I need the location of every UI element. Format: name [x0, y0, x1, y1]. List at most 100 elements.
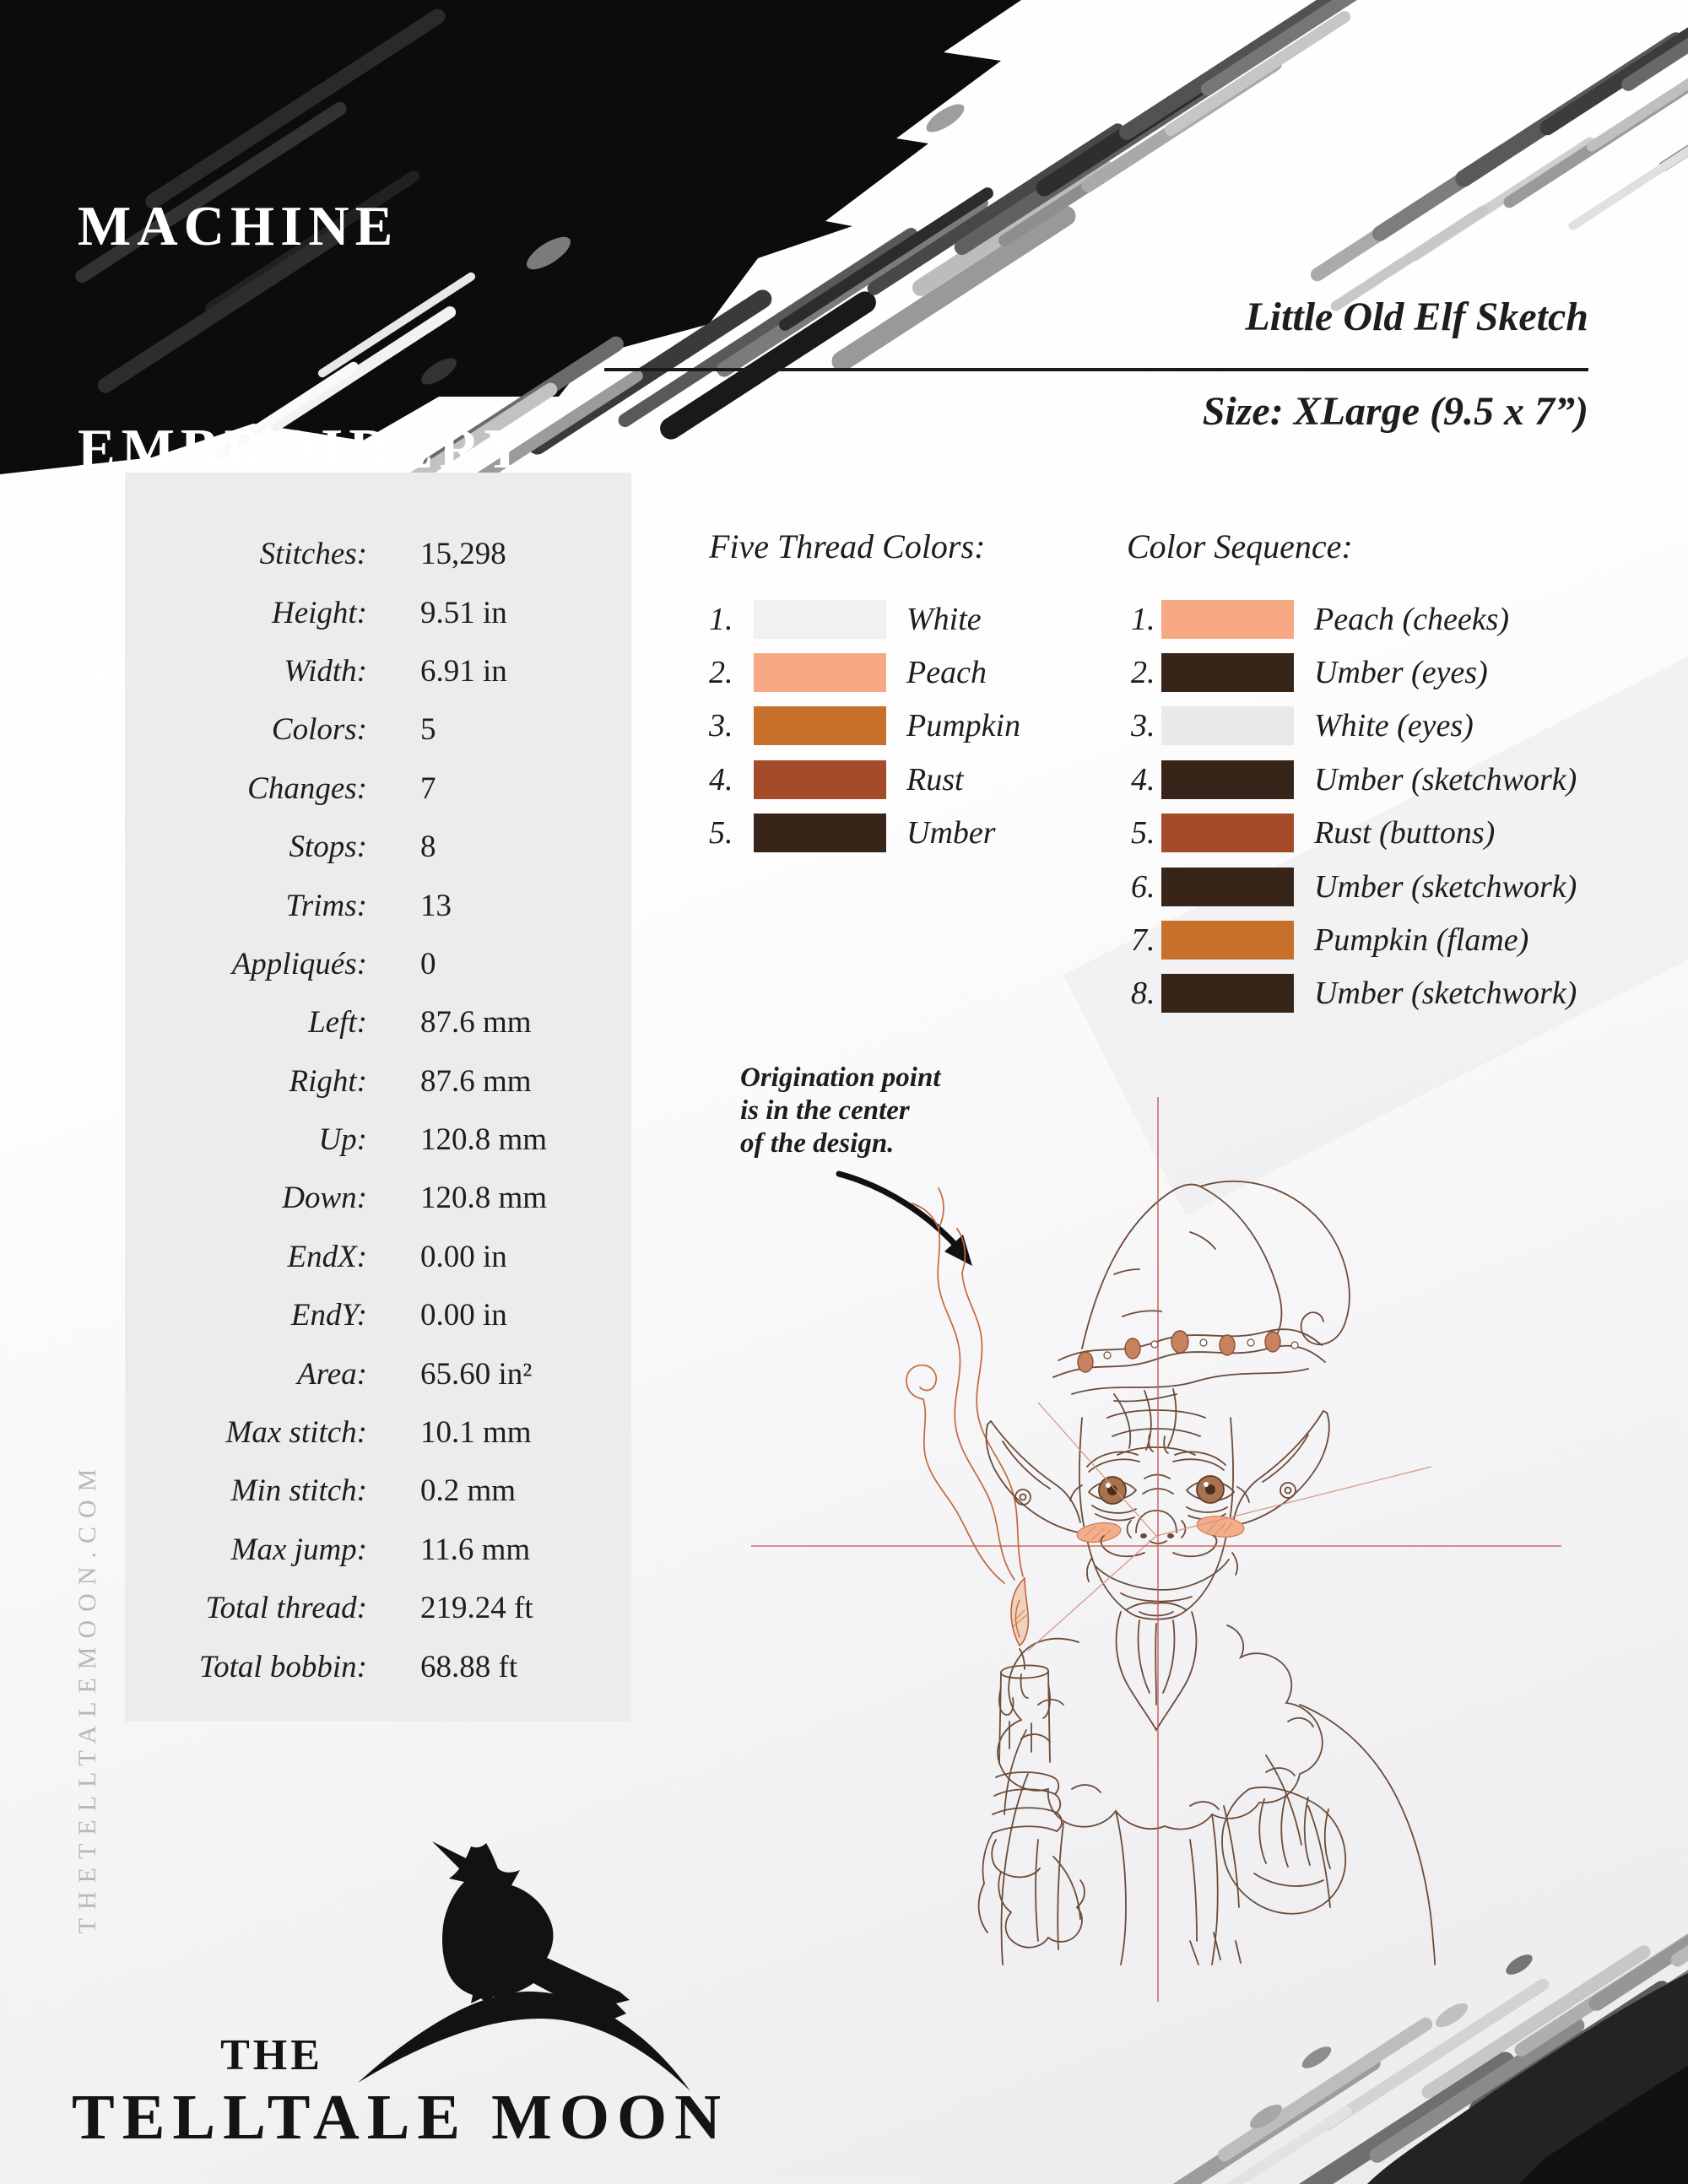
color-swatch: [1161, 760, 1294, 799]
stat-label: Total bobbin:: [198, 1649, 367, 1684]
stat-label: EndY:: [290, 1298, 367, 1333]
stat-row: Up: 120.8 mm: [125, 1111, 631, 1169]
elf-line-art: [977, 1180, 1436, 1965]
stat-row: Min stitch: 0.2 mm: [125, 1462, 631, 1520]
stat-value: 120.8 mm: [420, 1181, 548, 1216]
stat-row: Stitches: 15,298: [125, 525, 631, 583]
thread-color-item: 5. Umber: [709, 807, 1020, 860]
stat-value: 5: [420, 712, 436, 748]
color-swatch: [1161, 706, 1294, 746]
stat-value: 0.00 in: [420, 1239, 507, 1274]
sequence-item: 8. Umber (sketchwork): [1131, 967, 1577, 1020]
design-name: Little Old Elf Sketch: [1245, 295, 1588, 339]
stat-row: Colors: 5: [125, 700, 631, 759]
thread-colors-heading: Five Thread Colors:: [709, 527, 986, 565]
corner-brush-art: [1151, 1841, 1688, 2184]
stat-row: Trims: 13: [125, 876, 631, 934]
origination-note-line: of the design.: [740, 1128, 895, 1159]
stat-value: 8: [420, 830, 436, 865]
stat-label: Stops:: [289, 830, 368, 865]
stat-value: 219.24 ft: [420, 1591, 533, 1626]
item-number: 8.: [1131, 976, 1155, 1012]
color-name: Rust: [906, 761, 964, 797]
color-swatch: [1161, 974, 1294, 1014]
color-name: Umber (eyes): [1314, 655, 1488, 691]
stat-row: Down: 120.8 mm: [125, 1169, 631, 1227]
color-swatch: [754, 599, 886, 639]
stat-row: Stops: 8: [125, 818, 631, 876]
sequence-item: 7. Pumpkin (flame): [1131, 913, 1577, 966]
stat-row: Total thread: 219.24 ft: [125, 1579, 631, 1637]
color-name: Peach (cheeks): [1314, 601, 1510, 637]
stat-value: 87.6 mm: [420, 1005, 532, 1041]
color-swatch: [754, 814, 886, 853]
origination-note-line: Origination point: [740, 1062, 941, 1093]
item-number: 2.: [1131, 655, 1155, 691]
sequence-item: 1. Peach (cheeks): [1131, 592, 1577, 646]
color-swatch: [1161, 814, 1294, 853]
thread-color-item: 3. Pumpkin: [709, 700, 1020, 753]
item-number: 5.: [709, 815, 733, 851]
page-title-line: EMBROIDERY: [78, 418, 531, 480]
brush-strokes-top-right: [1310, 0, 1688, 311]
stat-value: 0: [420, 946, 436, 981]
color-name: Umber (sketchwork): [1314, 868, 1577, 905]
stat-label: Total thread:: [205, 1591, 367, 1626]
stat-value: 0.2 mm: [420, 1473, 517, 1509]
color-swatch: [1161, 921, 1294, 960]
stat-value: 120.8 mm: [420, 1122, 548, 1158]
brush-strokes-dark-texture: [75, 8, 476, 459]
stat-label: Area:: [297, 1356, 367, 1392]
stat-value: 7: [420, 770, 436, 806]
stat-row: EndX: 0.00 in: [125, 1228, 631, 1286]
stat-row: Right: 87.6 mm: [125, 1052, 631, 1111]
brush-strokes-diagonal: [371, 0, 1416, 489]
stat-value: 6.91 in: [420, 653, 507, 689]
crosshair-icon: [751, 1097, 1561, 2002]
sequence-item: 3. White (eyes): [1131, 700, 1577, 753]
stat-label: Max jump:: [230, 1532, 367, 1567]
hat-beads: [1103, 1338, 1299, 1360]
color-name: White (eyes): [1314, 708, 1474, 744]
thread-colors-list: 1. White 2. Peach 3. Pumpkin 4. Rust 5. Umber: [709, 592, 1020, 860]
color-name: Umber (sketchwork): [1314, 761, 1577, 797]
color-name: Pumpkin: [906, 708, 1021, 744]
color-swatch: [1161, 653, 1294, 693]
origination-note: Origination point is in the center of th…: [740, 1062, 941, 1160]
stat-label: Width:: [284, 653, 367, 689]
thread-color-item: 2. Peach: [709, 646, 1020, 699]
crow-moon-logo-icon: [358, 1841, 690, 2091]
stat-label: EndX:: [287, 1239, 367, 1274]
stat-label: Up:: [318, 1122, 367, 1158]
jump-stitch-lines: [1027, 1402, 1432, 1652]
brand-name-the: THE: [220, 2031, 323, 2079]
thread-color-item: 4. Rust: [709, 753, 1020, 806]
color-swatch: [1161, 867, 1294, 906]
color-name: White: [906, 601, 982, 637]
item-number: 1.: [709, 601, 733, 637]
color-name: Umber: [906, 815, 996, 851]
item-number: 5.: [1131, 815, 1155, 851]
stat-row: Max stitch: 10.1 mm: [125, 1403, 631, 1462]
stat-value: 9.51 in: [420, 595, 507, 630]
stat-label: Left:: [308, 1005, 367, 1041]
header-brush-art: [0, 0, 1688, 489]
stat-label: Down:: [282, 1181, 367, 1216]
stat-label: Height:: [271, 595, 367, 630]
design-size: Size: XLarge (9.5 x 7”): [1202, 389, 1588, 434]
title-divider: [604, 368, 1588, 371]
stat-value: 11.6 mm: [420, 1532, 531, 1567]
stat-label: Stitches:: [259, 537, 367, 572]
stat-value: 0.00 in: [420, 1298, 507, 1333]
sequence-item: 2. Umber (eyes): [1131, 646, 1577, 699]
item-number: 3.: [1131, 708, 1155, 744]
color-swatch: [754, 760, 886, 799]
item-number: 1.: [1131, 601, 1155, 637]
item-number: 6.: [1131, 868, 1155, 905]
stat-value: 13: [420, 888, 452, 923]
stat-value: 87.6 mm: [420, 1063, 532, 1099]
stat-value: 10.1 mm: [420, 1415, 532, 1451]
stat-label: Appliqués:: [231, 946, 367, 981]
candle-smoke: [906, 1187, 1024, 1584]
candle: [998, 1648, 1051, 1765]
